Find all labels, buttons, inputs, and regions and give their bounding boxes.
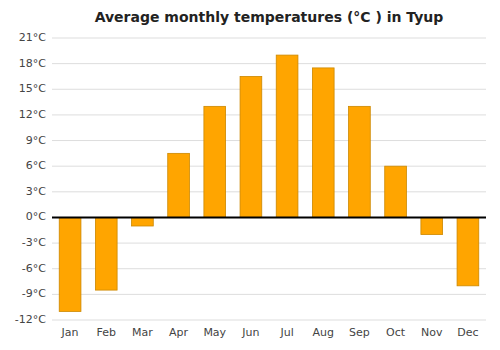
grid-line	[52, 114, 486, 115]
x-tick-label: Sep	[349, 326, 370, 339]
y-tick-label: 9°C	[26, 134, 46, 147]
y-tick-label: -9°C	[22, 287, 46, 300]
bar	[132, 217, 154, 226]
grid-line	[52, 217, 486, 218]
y-tick-label: 0°C	[26, 210, 46, 223]
bar	[204, 106, 226, 217]
y-tick-label: -3°C	[22, 236, 46, 249]
bar	[168, 153, 190, 217]
y-tick-label: -12°C	[15, 313, 46, 326]
y-tick-label: 6°C	[26, 159, 46, 172]
bar	[240, 76, 262, 217]
bar	[385, 166, 407, 217]
x-tick-label: Jul	[279, 326, 293, 339]
x-tick-label: Aug	[313, 326, 334, 339]
bar	[349, 106, 371, 217]
grid-line	[52, 63, 486, 64]
chart-container: -12°C -9°C -6°C -3°C 0°C 3°C 6°C 9°C 12°C 15°C 18°…	[0, 0, 500, 350]
grid-line	[52, 166, 486, 167]
grid-line	[52, 140, 486, 141]
x-tick-label: Mar	[132, 326, 153, 339]
y-tick-label: 18°C	[19, 57, 46, 70]
chart-title: Average monthly temperatures (°C ) in Ty…	[95, 9, 444, 25]
bar	[59, 217, 81, 311]
y-tick-label: 12°C	[19, 108, 46, 121]
zero-line	[52, 216, 486, 218]
y-axis: -12°C -9°C -6°C -3°C 0°C 3°C 6°C 9°C 12°C 15°C 18°…	[15, 31, 486, 326]
x-tick-label: Feb	[97, 326, 116, 339]
x-tick-label: Jun	[241, 326, 259, 339]
x-tick-label: Nov	[421, 326, 443, 339]
grid-line	[52, 191, 486, 192]
bar	[276, 55, 298, 217]
bar	[95, 217, 117, 290]
x-axis: Jan Feb Mar Apr May Jun Jul Aug Sep Oct Nov Dec	[61, 326, 479, 339]
x-tick-label: Jan	[61, 326, 79, 339]
bar	[421, 217, 443, 234]
grid-line	[52, 38, 486, 39]
x-tick-label: Apr	[169, 326, 189, 339]
bars	[59, 55, 479, 311]
x-tick-label: May	[203, 326, 226, 339]
grid-line	[52, 320, 486, 321]
bar	[312, 68, 334, 218]
y-tick-label: 3°C	[26, 185, 46, 198]
chart-svg: -12°C -9°C -6°C -3°C 0°C 3°C 6°C 9°C 12°C 15°C 18°…	[0, 0, 500, 350]
x-tick-label: Dec	[457, 326, 478, 339]
bar	[457, 217, 479, 285]
x-tick-label: Oct	[386, 326, 406, 339]
grid-line	[52, 294, 486, 295]
y-tick-label: 15°C	[19, 82, 46, 95]
grid-line	[52, 89, 486, 90]
y-tick-label: -6°C	[22, 262, 46, 275]
y-tick-label: 21°C	[19, 31, 46, 44]
